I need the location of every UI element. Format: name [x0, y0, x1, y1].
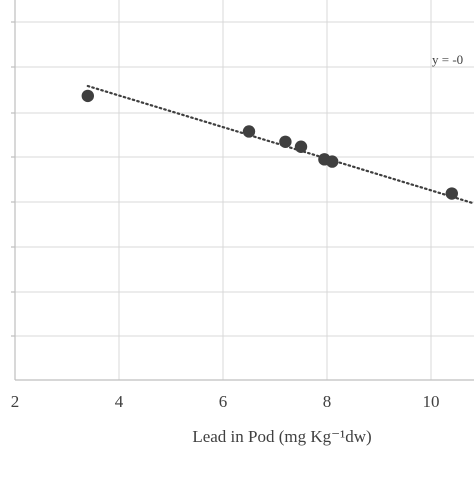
x-tick-label: 8	[323, 392, 332, 411]
data-point	[294, 140, 308, 153]
data-point	[242, 125, 256, 138]
x-tick-labels: 2 4 6 8 10	[11, 392, 440, 411]
x-tick-label: 6	[219, 392, 228, 411]
data-points	[81, 89, 458, 200]
x-tick-label: 2	[11, 392, 20, 411]
gridlines	[11, 0, 474, 381]
trendline-equation-label: y = -0	[432, 52, 463, 67]
data-point	[81, 89, 95, 103]
data-point	[279, 135, 292, 148]
data-point	[326, 155, 339, 168]
data-point	[445, 187, 458, 200]
x-axis-label: Lead in Pod (mg Kg⁻¹dw)	[192, 427, 371, 446]
x-tick-label: 4	[115, 392, 124, 411]
x-tick-label: 10	[423, 392, 440, 411]
